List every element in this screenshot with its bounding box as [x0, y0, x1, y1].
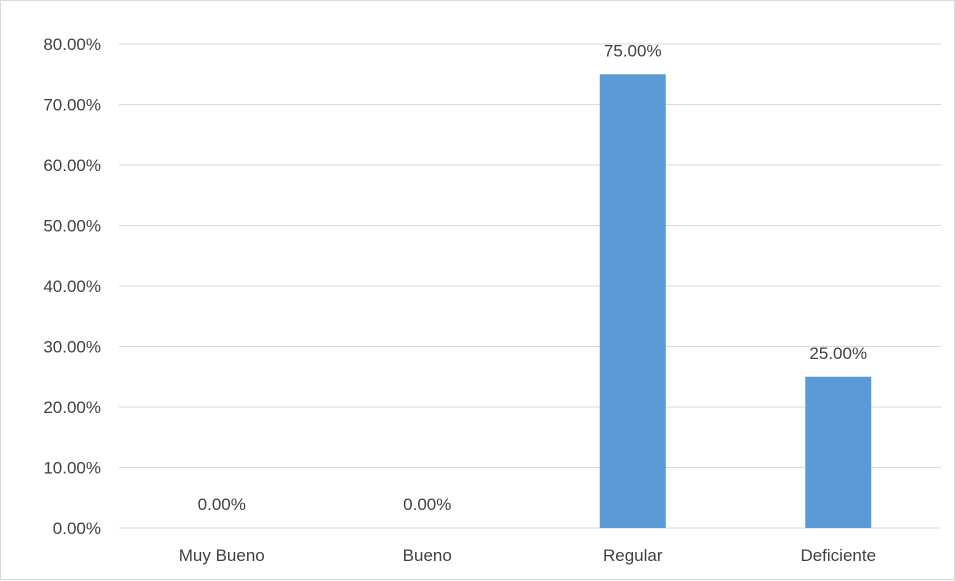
bar [805, 376, 872, 528]
y-tick-label: 80.00% [43, 35, 101, 54]
bar [599, 74, 666, 528]
data-label: 75.00% [604, 41, 662, 60]
y-tick-label: 70.00% [43, 96, 101, 115]
gridlines [119, 43, 941, 529]
data-label: 25.00% [809, 344, 867, 363]
data-label: 0.00% [198, 495, 246, 514]
x-category-label: Muy Bueno [179, 546, 265, 565]
x-axis-category-labels: Muy Bueno Bueno Regular Deficiente [179, 546, 876, 565]
y-tick-label: 50.00% [43, 217, 101, 236]
y-tick-label: 0.00% [53, 519, 101, 538]
x-category-label: Regular [603, 546, 663, 565]
y-tick-label: 20.00% [43, 398, 101, 417]
y-tick-label: 30.00% [43, 338, 101, 357]
bars [599, 74, 872, 528]
data-label: 0.00% [403, 495, 451, 514]
x-category-label: Bueno [403, 546, 452, 565]
y-tick-label: 10.00% [43, 459, 101, 478]
x-category-label: Deficiente [800, 546, 876, 565]
y-axis-tick-labels: 0.00% 10.00% 20.00% 30.00% 40.00% 50.00% 60.00… [43, 35, 101, 538]
y-tick-label: 40.00% [43, 277, 101, 296]
data-labels: 0.00% 0.00% 75.00% 25.00% [198, 41, 867, 514]
y-tick-label: 60.00% [43, 156, 101, 175]
